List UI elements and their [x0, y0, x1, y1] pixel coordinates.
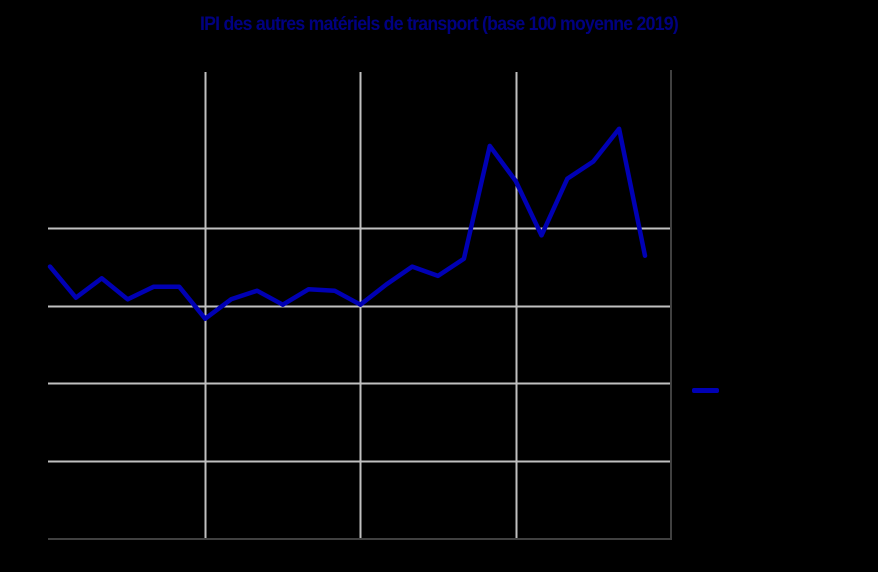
plot-frame	[48, 70, 672, 540]
legend-swatch	[692, 388, 719, 393]
series-line	[47, 126, 648, 321]
chart-title: IPI des autres matériels de transport (b…	[199, 14, 679, 35]
gridlines	[48, 71, 671, 539]
